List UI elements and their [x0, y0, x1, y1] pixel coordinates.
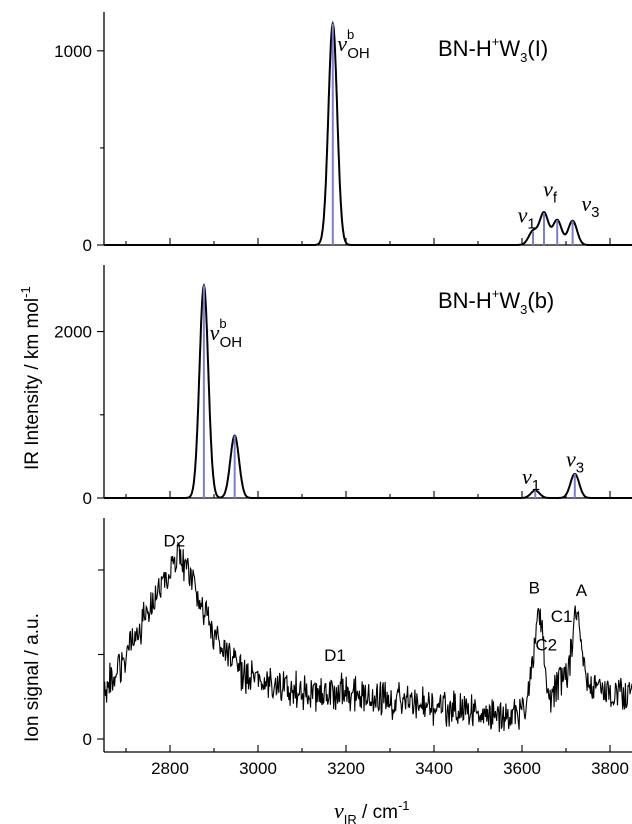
x-tick-label: 2800	[151, 759, 189, 778]
y-tick-label: 0	[83, 489, 92, 508]
panel1-title: BN-H+W3(I)	[438, 34, 548, 65]
y-tick-label: 2000	[54, 323, 92, 342]
x-axis-title: νIR / cm-1	[334, 798, 410, 824]
x-tick-label: 3400	[415, 759, 453, 778]
y-tick-label: 0	[83, 236, 92, 255]
peak-annotation: ν1	[518, 203, 536, 233]
peak-annotation: νf	[543, 176, 558, 206]
y-tick-label: 1000	[54, 42, 92, 61]
peak-annotation: D1	[324, 646, 346, 665]
y-tick-label: 0	[83, 730, 92, 749]
panel-bn-h-w3-b: 0 2000 νb OH ν1 ν3	[54, 265, 632, 508]
spectrum-line	[104, 20, 632, 246]
panel-ion-signal: 0 2800 3000 3200 3400 3600 3800 D2 D1 B C2 C1A	[83, 518, 632, 778]
y-axis-title-ion-signal: Ion signal / a.u.	[22, 613, 43, 742]
peak-annotation: ν3	[581, 191, 599, 221]
peak-annotation: D2	[164, 532, 186, 551]
peak-annotation: ν3	[566, 446, 584, 476]
peak-annotation: νb OH	[210, 316, 243, 351]
peak-annotation: νb OH	[337, 27, 370, 62]
y-axis-title-ir-intensity: IR Intensity / km mol-1	[18, 286, 43, 470]
x-tick-label: 3800	[591, 759, 629, 778]
spectrum-line	[104, 283, 632, 499]
x-tick-label: 3600	[503, 759, 541, 778]
peak-annotation: ν1	[522, 464, 540, 494]
x-tick-label: 3000	[239, 759, 277, 778]
panel2-title: BN-H+W3(b)	[438, 286, 554, 317]
peak-annotation: C2	[535, 636, 557, 655]
peak-annotation: C1	[551, 607, 573, 626]
peak-annotation: B	[529, 578, 540, 597]
peak-annotation: A	[576, 581, 588, 600]
ion-signal-line	[103, 541, 632, 733]
x-tick-label: 3200	[327, 759, 365, 778]
